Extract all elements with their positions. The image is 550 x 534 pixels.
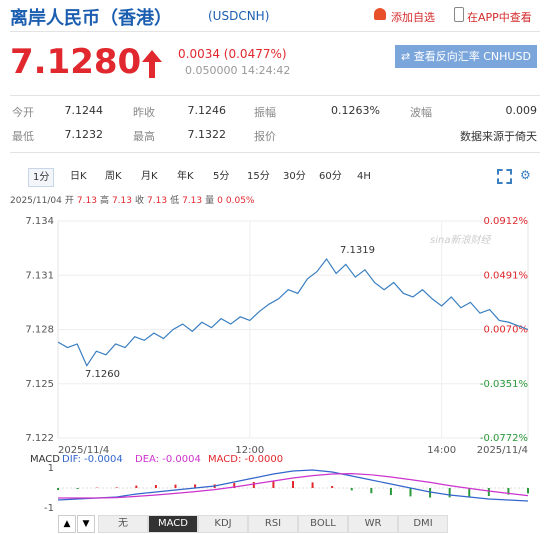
y-tick-label: -1 [44,503,54,513]
up-arrow [142,50,162,78]
price: 7.1280 [10,42,142,82]
info-value: 7.13 [76,196,97,206]
stat-label: 最高 [133,130,155,143]
y-tick-label: 7.131 [25,270,54,281]
stat-label: 报价 [254,130,276,143]
legend-entry: DEA: -0.0004 [135,454,201,465]
quote-time: 0.050000 14:24:42 [185,64,291,77]
stat-value: 7.1244 [64,104,104,117]
indicator-tab[interactable]: RSI [248,515,298,533]
info-label: 量 [205,196,215,206]
code: (USDCNH) [208,9,270,23]
y2-tick-label: 0.0491% [484,270,529,281]
divider [10,95,540,96]
stat-label: 今开 [12,106,34,119]
stat-label: 波幅 [410,106,432,119]
y-tick-label: 7.134 [25,216,54,227]
period-tab[interactable]: 5分 [213,171,230,182]
divider [10,152,540,153]
y2-tick-label: 0.0070% [484,325,529,336]
phone-icon [454,7,464,22]
period-tab[interactable]: 月K [141,171,158,182]
divider [10,31,540,32]
info-value: 7.13 [111,196,132,206]
indicator-tab[interactable]: KDJ [198,515,248,533]
add-watch[interactable]: 添加自选 [391,11,435,24]
y-tick-label: 7.122 [25,433,54,444]
period-tab[interactable]: 1分 [28,168,55,187]
price-line [57,257,529,367]
x-tick-label: 2025/11/4 [58,445,109,456]
info-line: 2025/11/04 开 7.13 高 7.13 收 7.13 低 7.13 量 0 0.05% [10,193,257,206]
arrow [142,50,162,78]
fullscreen-icon[interactable] [497,169,512,184]
period-tab[interactable]: 周K [105,171,122,182]
period-tab[interactable]: 4H [357,171,371,182]
indicator-tab[interactable]: 无 [98,515,148,533]
info-value: 7.13 [147,196,168,206]
indicator-tab[interactable]: DMI [398,515,448,533]
x-tick-label: 12:00 [235,445,264,456]
stat-value: 0.009 [505,104,538,117]
info-value: 7.13 [182,196,203,206]
info-label: 收 [135,196,145,206]
change: 0.0034 (0.0477%) [178,47,287,61]
info-label: 开 [64,196,74,206]
stat-label: 振幅 [254,106,276,119]
period-tab[interactable]: 年K [177,171,194,182]
stat-value: 7.1232 [64,128,104,141]
info-label: 高 [99,196,109,206]
period-tab[interactable]: 30分 [283,171,306,182]
indicator-tab[interactable]: MACD [148,515,198,533]
stat-value: 7.1322 [187,128,227,141]
y2-tick-label: -0.0351% [480,379,528,390]
stat-value: 7.1246 [187,104,227,117]
stat-value: 数据来源于倚天 [460,130,537,143]
macd-title: MACD [30,454,60,465]
y2-tick-label: -0.0772% [480,433,528,444]
macd-line [57,469,529,502]
annotation: 7.1319 [340,245,375,256]
y-tick-label: 7.128 [25,325,54,336]
stat-label: 最低 [12,130,34,143]
title: 离岸人民币（香港） [10,8,172,29]
y-tick-label: 1 [48,463,54,474]
chart: 7.122 7.125 7.128 7.131 7.134 -0.0772% -0.0351… [25,216,529,513]
x-tick-label: 14:00 [427,445,456,456]
y-tick-label: 7.125 [25,379,54,390]
legend-entry: DIF: -0.0004 [62,454,123,465]
x-tick-label: 2025/11/4 [477,445,528,456]
period-tab[interactable]: 60分 [319,171,342,182]
fire-icon [374,8,386,20]
watermark: sina新浪财经 [430,234,491,246]
stat-value: 0.1263% [331,104,380,117]
info-label: 低 [170,196,180,206]
indicator-tab[interactable]: BOLL [298,515,348,533]
macd-line [58,472,529,499]
stat-label: 昨收 [133,106,155,119]
down-button[interactable]: ▼ [77,515,95,533]
info-date: 2025/11/04 [10,196,62,206]
info-change: 0.05% [225,196,255,206]
up-button[interactable]: ▲ [58,515,76,533]
y2-tick-label: 0.0912% [484,216,529,227]
annotation: 7.1260 [85,369,120,380]
period-tab[interactable]: 日K [70,171,87,182]
period-tab[interactable]: 15分 [247,171,270,182]
open-app[interactable]: 在APP中查看 [467,11,532,24]
info-value: 0 [217,196,223,206]
indicator-tab[interactable]: WR [348,515,398,533]
settings-icon[interactable]: ⚙ [520,168,531,182]
legend-entry: MACD: -0.0000 [208,454,283,465]
reverse-button[interactable]: ⇄ 查看反向汇率 CNHUSD [395,45,537,68]
